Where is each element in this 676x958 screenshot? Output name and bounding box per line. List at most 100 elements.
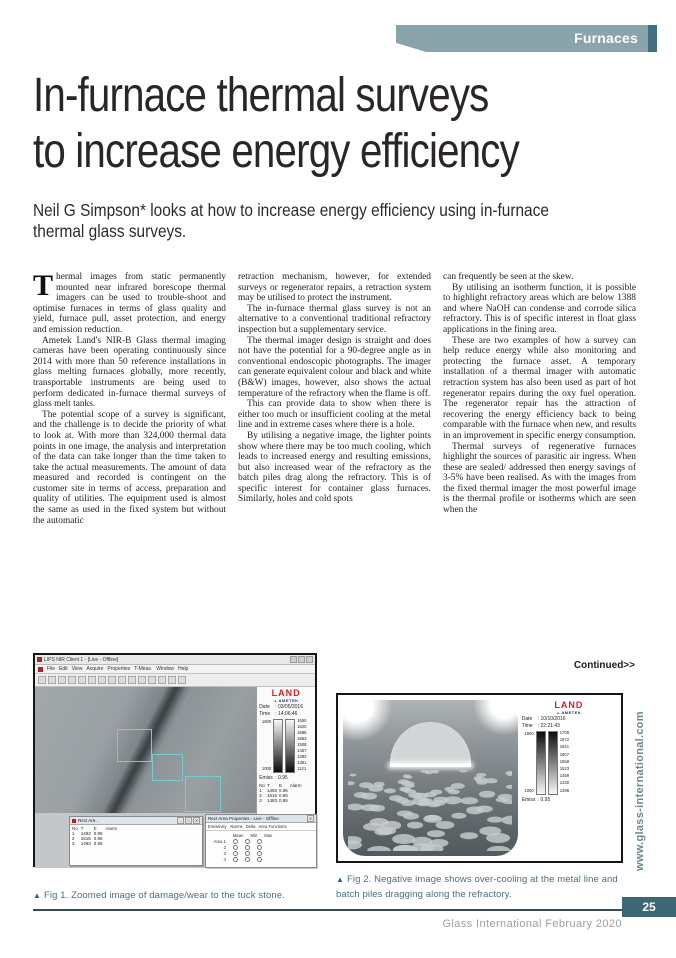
footer-text: Glass International February 2020 (442, 918, 622, 930)
emissivity-value: : 0.95 (275, 775, 288, 781)
menu-item-help: Help (178, 666, 189, 672)
info-panel: LAND AMETEK Date: 10/10/2016 Time: 22:21… (522, 700, 616, 856)
furnace-crown (390, 721, 471, 766)
dialog-title-bar: Rect Area Properties - Live - Offline ✕ (206, 815, 316, 823)
toolbar (35, 674, 315, 687)
title-line-2: to increase energy efficiency (33, 125, 520, 178)
menu-item-view: View (71, 666, 83, 672)
column-3: can frequently be seen at the skew. By u… (443, 272, 636, 654)
scale-ticks: 1650 1620 1586 1553 1508 1457 1392 1361 1121 (297, 718, 307, 771)
batch-piles (348, 770, 513, 852)
col-header: No (72, 826, 78, 831)
date-label: Date (521, 716, 533, 722)
areas-readout-table: No T E Alarm 1 1493 0.95 2 1616 0.95 3 1483 0.… (259, 783, 302, 803)
table-row: 3 1483 0.95 (259, 798, 288, 803)
document-icon (38, 666, 43, 672)
time-label: Time (521, 723, 533, 729)
continued-marker: Continued>> (573, 660, 635, 671)
paragraph: The thermal imager design is straight an… (238, 335, 431, 399)
fisheye-view (343, 700, 518, 856)
col-header: Min (250, 832, 258, 838)
app-icon (37, 657, 42, 662)
paragraph: These are two examples of how a survey c… (443, 335, 636, 441)
radio-icon (257, 838, 262, 844)
row-label: Area 1 (213, 838, 226, 844)
tab-alarms: Alarms (229, 824, 243, 829)
toolbar-icon (88, 676, 96, 684)
website-vertical-text: www.glass-international.com (634, 711, 646, 871)
time-value: : 14:06:46 (275, 711, 298, 717)
radio-icon (233, 838, 238, 844)
radio-icon (245, 838, 250, 844)
land-ametek-logo: LAND AMETEK (259, 688, 313, 704)
scale-max: 1600 (261, 719, 272, 724)
rect-areas-dialog: Rect Are... – □ ✕ No T E Alarm 1 1493 0.95 (69, 816, 203, 866)
emissivity-label: Emiss (521, 797, 536, 803)
toolbar-icon (108, 676, 116, 684)
roi-rect-2 (152, 753, 183, 781)
toolbar-icon (38, 676, 46, 684)
paragraph: By utilising a negative image, the light… (238, 430, 431, 505)
dialog-title: Rect Are... (78, 818, 100, 823)
menu-item-edit: Edit (59, 666, 68, 672)
table-row: 1 1493 0.95 (72, 831, 103, 836)
drop-cap: T (33, 272, 54, 302)
col-header: Max (264, 832, 273, 838)
app-icon (72, 818, 76, 823)
radio-icon (233, 856, 238, 862)
ametek-logo: AMETEK (259, 698, 313, 703)
paragraph: This can provide data to show when there… (238, 399, 431, 431)
caption-arrow-icon: ▲ (336, 875, 345, 884)
dialog-title-bar: Rect Are... – □ ✕ (70, 817, 202, 825)
toolbar-icon (68, 676, 76, 684)
radio-grid: Mean Min Max Area 1 2 3 4 (206, 831, 316, 863)
minimize-icon: – (177, 817, 184, 824)
table-row: 3 1483 0.95 (72, 841, 103, 846)
toolbar-icon (98, 676, 106, 684)
row-label: 3 (223, 850, 226, 856)
radio-icon (245, 856, 250, 862)
dialog-controls: ✕ (307, 815, 314, 822)
paragraph-text: hermal images from static permanently mo… (33, 272, 226, 335)
emissivity-value: : 0.95 (537, 797, 551, 803)
time-label: Time (259, 711, 271, 717)
radio-icon (257, 844, 262, 850)
minimize-icon (290, 656, 297, 663)
scale-ticks: 1706 1672 1641 1607 1558 1523 1459 1430 1396 (559, 730, 570, 793)
col-header: Mean (233, 832, 244, 838)
menu-bar: File Edit View Acquire Properties T-Meas… (35, 665, 315, 674)
roi-rect-1 (116, 728, 152, 763)
dialog-controls: – □ ✕ (177, 817, 200, 824)
row-label: 4 (223, 856, 226, 862)
date-value: : 10/10/2016 (537, 716, 566, 722)
ametek-logo: AMETEK (522, 710, 616, 715)
figure-1: LIPS NIR Client 1 - [Live - Offline] Fil… (33, 653, 317, 868)
land-logo: LAND (271, 688, 301, 698)
grayscale-bar (535, 731, 546, 795)
menu-item-window: Window (156, 666, 175, 672)
dialog-title: Rect Area Properties - Live - Offline (208, 816, 279, 821)
toolbar-icon (78, 676, 86, 684)
toolbar-icon (128, 676, 136, 684)
radio-icon (257, 856, 262, 862)
date-value: : 03/05/2016 (275, 704, 303, 710)
window-title: LIPS NIR Client 1 - [Live - Offline] (44, 656, 119, 663)
paragraph: Thermal surveys of regenerative furnaces… (443, 441, 636, 516)
toolbar-icon (178, 676, 186, 684)
section-badge-label: Furnaces (574, 30, 638, 46)
tab-emissivity: Emissivity (208, 824, 227, 829)
menu-item-acquire: Acquire (86, 666, 104, 672)
grayscale-bar (273, 719, 284, 773)
section-badge: Furnaces (396, 25, 648, 52)
radio-icon (233, 844, 238, 850)
temperature-scales: 1600 1000 1650 1620 1586 1553 1508 1457 1392 13… (259, 718, 313, 773)
radio-icon (233, 850, 238, 856)
paragraph: can frequently be seen at the skew. (443, 272, 574, 282)
areas-readout-table: No T E Alarm 1 1493 0.95 2 1616 0.95 3 1483 0.… (72, 826, 120, 846)
figure-2-caption: ▲ Fig 2. Negative image shows over-coolin… (336, 874, 618, 900)
rect-area-properties-dialog: Rect Area Properties - Live - Offline ✕ … (205, 814, 317, 868)
close-icon: ✕ (193, 817, 200, 824)
menu-item-properties: Properties (107, 666, 131, 672)
